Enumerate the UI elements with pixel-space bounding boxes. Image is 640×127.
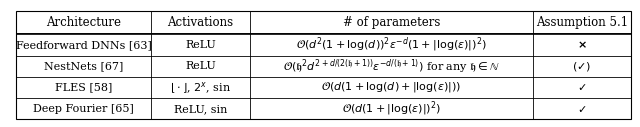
Text: FLES [58]: FLES [58] (55, 82, 112, 92)
Text: Activations: Activations (168, 16, 234, 29)
Text: $(\checkmark)$: $(\checkmark)$ (572, 60, 591, 73)
Text: # of parameters: # of parameters (342, 16, 440, 29)
Text: $\checkmark$: $\checkmark$ (577, 104, 587, 114)
Text: Feedforward DNNs [63]: Feedforward DNNs [63] (16, 40, 152, 50)
Text: $\mathcal{O}(\mathfrak{h}^2 d^{2+d/(2(\mathfrak{h}+1))}\varepsilon^{-d/(\mathfra: $\mathcal{O}(\mathfrak{h}^2 d^{2+d/(2(\m… (283, 57, 500, 75)
Text: ReLU, sin: ReLU, sin (174, 104, 227, 114)
Text: $\mathcal{O}(d^2(1+\log(d))^2\varepsilon^{-d}(1+|\log(\varepsilon)|)^2)$: $\mathcal{O}(d^2(1+\log(d))^2\varepsilon… (296, 36, 486, 54)
Text: $\boldsymbol{\times}$: $\boldsymbol{\times}$ (577, 40, 587, 50)
Text: Assumption 5.1: Assumption 5.1 (536, 16, 628, 29)
Text: $\checkmark$: $\checkmark$ (577, 82, 587, 92)
Bar (16, 11, 631, 119)
Text: $\mathcal{O}(d(1+|\log(\varepsilon)|)^2)$: $\mathcal{O}(d(1+|\log(\varepsilon)|)^2)… (342, 99, 441, 118)
Text: Deep Fourier [65]: Deep Fourier [65] (33, 104, 134, 114)
Text: NestNets [67]: NestNets [67] (44, 61, 124, 71)
Text: $\mathcal{O}(d(1+\log(d)+|\log(\varepsilon)|))$: $\mathcal{O}(d(1+\log(d)+|\log(\varepsil… (321, 81, 461, 94)
Text: ReLU: ReLU (185, 61, 216, 71)
Text: ReLU: ReLU (185, 40, 216, 50)
Text: Architecture: Architecture (46, 16, 121, 29)
Text: $\lfloor\cdot\rfloor$, $2^x$, sin: $\lfloor\cdot\rfloor$, $2^x$, sin (170, 80, 231, 95)
